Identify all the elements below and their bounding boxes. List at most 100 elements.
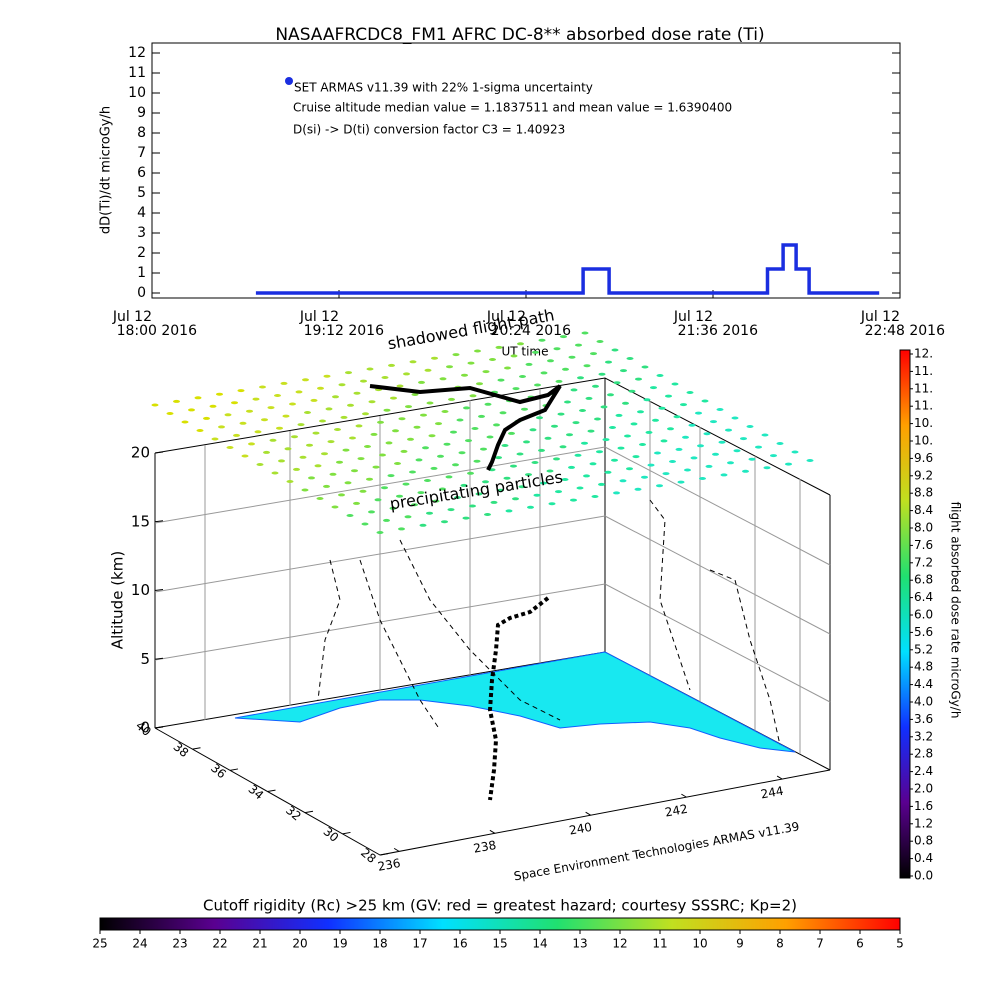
particle-dash xyxy=(699,477,706,480)
particle-dash xyxy=(632,455,640,459)
colorbar xyxy=(899,349,911,879)
particle-dash xyxy=(611,348,619,352)
y-tick-label: 9 xyxy=(137,105,146,121)
particle-dash xyxy=(355,424,363,428)
scene-box xyxy=(154,377,831,856)
particle-dash xyxy=(562,367,569,371)
particle-dash xyxy=(501,444,509,447)
particle-dash xyxy=(254,430,262,434)
particle-dash xyxy=(587,429,595,433)
legend-marker xyxy=(285,77,293,85)
colorbar-tick-label: 9.2 xyxy=(914,468,933,482)
particle-dash xyxy=(551,424,558,428)
particle-dash xyxy=(396,494,403,498)
particle-dash xyxy=(276,426,283,430)
particle-dash xyxy=(383,518,390,522)
particle-dash xyxy=(452,463,459,467)
particle-dash xyxy=(329,472,337,476)
lat-tick-label: 32 xyxy=(283,803,304,824)
particle-dash xyxy=(308,476,315,480)
particle-dash xyxy=(561,478,569,481)
particle-dash xyxy=(523,440,530,444)
particle-dash xyxy=(299,455,307,459)
colorbar-tick-label: 11. xyxy=(914,364,933,378)
particle-dash xyxy=(263,450,270,454)
particle-dash xyxy=(527,505,534,509)
particle-dash xyxy=(576,486,584,490)
particle-dash xyxy=(316,497,324,500)
particle-dash xyxy=(447,508,455,512)
particle-dash xyxy=(398,527,405,531)
particle-dash xyxy=(368,510,375,514)
particle-dash xyxy=(645,430,653,434)
particle-dash xyxy=(742,469,749,473)
particle-dash xyxy=(519,375,526,378)
particle-dash xyxy=(460,483,468,487)
lon-tick-label: 244 xyxy=(760,784,785,802)
particle-dash xyxy=(641,475,648,479)
particle-dash xyxy=(411,503,418,507)
particle-dash xyxy=(555,379,563,383)
particle-dash xyxy=(559,445,567,449)
annotation: D(si) -> D(ti) conversion factor C3 = 1.… xyxy=(293,123,565,137)
particle-dash xyxy=(617,446,625,450)
colorbar-tick-label: 2.4 xyxy=(914,764,933,778)
particle-dash xyxy=(671,382,679,386)
colorbar-tick-label: 0.0 xyxy=(914,869,933,883)
particle-dash xyxy=(600,405,608,409)
z-tick-label: 0 xyxy=(140,719,150,737)
x-tick-label: Jul 12 xyxy=(860,309,900,325)
particle-dash xyxy=(336,460,343,464)
particle-dash xyxy=(360,379,367,383)
particle-dash xyxy=(426,401,434,405)
particle-dash xyxy=(256,463,264,466)
particle-dash xyxy=(338,493,345,497)
particle-dash xyxy=(306,443,313,447)
colorbar-tick-label: 2.0 xyxy=(914,782,933,796)
particle-dash xyxy=(374,498,382,502)
colorbar-tick-label: 3.6 xyxy=(914,712,933,726)
y-tick-label: 1 xyxy=(137,265,146,281)
lat-tick-label: 28 xyxy=(358,845,379,866)
particle-dash xyxy=(598,372,606,376)
particle-dash xyxy=(695,411,702,415)
colorbar-tick-label: 4.8 xyxy=(914,660,933,674)
colorbar-tick-label: 6 xyxy=(856,937,864,951)
colorbar-tick-label: 16 xyxy=(452,937,467,951)
z-tick-label: 5 xyxy=(140,650,150,668)
particle-dash xyxy=(224,413,232,417)
particle-dash xyxy=(624,434,631,438)
flight-path xyxy=(317,384,781,801)
particle-dash xyxy=(448,397,455,401)
particle-dash xyxy=(237,389,245,393)
particle-dash xyxy=(596,340,604,343)
lat-tick xyxy=(304,810,314,814)
particle-dash xyxy=(419,523,427,527)
particle-dash xyxy=(274,394,281,397)
particle-dash xyxy=(194,396,202,400)
particle-dash xyxy=(505,509,513,513)
particle-dash xyxy=(667,427,674,431)
particle-dash xyxy=(521,407,528,411)
particle-dash xyxy=(439,377,447,381)
particle-dash xyxy=(284,447,292,451)
particle-dash xyxy=(761,433,769,437)
particle-dash xyxy=(465,439,472,443)
particle-dash xyxy=(607,393,614,397)
colorbar-tick-label: 15 xyxy=(492,937,507,951)
particle-dash xyxy=(467,361,475,365)
colorbar-tick-label: 25 xyxy=(92,937,107,951)
particle-dash xyxy=(497,488,504,492)
x-tick-label: Jul 12 xyxy=(112,309,152,325)
x-tick-label: 22:48 2016 xyxy=(865,323,946,339)
particle-dash xyxy=(346,514,354,517)
particle-dash xyxy=(533,493,541,497)
particle-dash xyxy=(628,389,636,393)
particle-dash xyxy=(585,396,593,400)
particle-dash xyxy=(643,398,651,402)
particle-dash xyxy=(409,470,416,474)
particle-dash xyxy=(446,365,453,369)
particle-dash xyxy=(546,469,554,473)
particle-dash xyxy=(731,416,739,420)
y-tick-label: 0 xyxy=(137,285,146,301)
